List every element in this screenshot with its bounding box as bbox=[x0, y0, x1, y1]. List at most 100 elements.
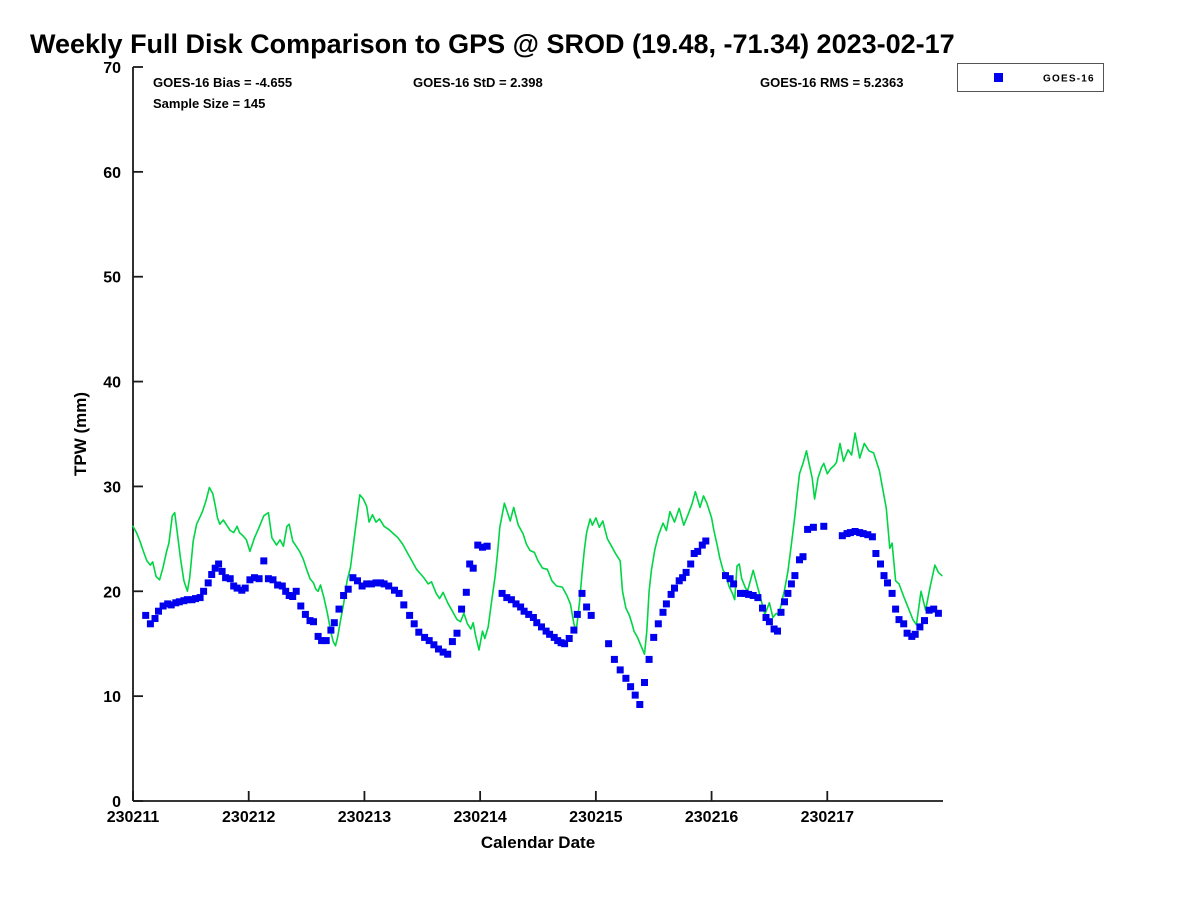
goes16-marker bbox=[916, 623, 924, 631]
x-tick-label-230213: 230213 bbox=[338, 809, 391, 826]
goes16-marker bbox=[645, 655, 653, 663]
goes16-marker bbox=[662, 600, 670, 608]
goes16-marker bbox=[730, 580, 738, 588]
goes16-marker bbox=[421, 633, 429, 641]
goes16-marker bbox=[274, 581, 282, 589]
x-tick-label-230216: 230216 bbox=[685, 809, 738, 826]
goes16-marker bbox=[631, 691, 639, 699]
x-axis-ticks: 230211 230212 230213 230214 230215 230216 2302… bbox=[107, 791, 854, 826]
goes16-marker bbox=[622, 674, 630, 682]
goes16-marker bbox=[884, 579, 891, 587]
goes16-marker bbox=[525, 610, 533, 618]
axes bbox=[132, 67, 943, 802]
goes16-marker bbox=[241, 584, 249, 592]
goes16-marker bbox=[349, 574, 357, 582]
goes16-marker bbox=[462, 588, 470, 596]
goes16-marker bbox=[895, 616, 903, 624]
goes16-marker bbox=[737, 589, 744, 597]
goes16-marker bbox=[142, 611, 150, 619]
goes16-marker bbox=[636, 701, 644, 708]
legend-box bbox=[957, 63, 1104, 92]
goes16-marker bbox=[903, 629, 911, 637]
stat-std: GOES-16 StD = 2.398 bbox=[413, 75, 543, 90]
goes16-marker bbox=[930, 605, 938, 613]
goes16-marker bbox=[192, 595, 199, 603]
goes16-marker bbox=[687, 560, 695, 568]
goes16-marker bbox=[430, 641, 438, 649]
goes16-marker bbox=[781, 598, 788, 606]
goes16-marker bbox=[583, 603, 591, 611]
x-tick-label-230211: 230211 bbox=[107, 809, 160, 826]
goes16-marker bbox=[809, 523, 817, 531]
goes16-marker bbox=[233, 584, 241, 592]
goes16-marker bbox=[458, 605, 466, 613]
goes16-marker bbox=[222, 574, 230, 582]
goes16-marker bbox=[453, 629, 461, 637]
goes16-marker bbox=[561, 640, 569, 648]
goes16-marker bbox=[759, 604, 766, 612]
goes16-marker bbox=[479, 543, 486, 551]
goes16-marker bbox=[444, 650, 452, 658]
goes16-marker bbox=[888, 589, 896, 597]
goes16-marker bbox=[754, 594, 762, 602]
gps-line-series bbox=[132, 432, 943, 656]
goes16-marker bbox=[391, 586, 398, 594]
goes16-marker bbox=[292, 587, 300, 595]
goes16-marker bbox=[215, 560, 223, 568]
goes16-marker bbox=[167, 601, 175, 609]
goes16-marker bbox=[804, 525, 812, 533]
goes16-marker bbox=[466, 560, 474, 568]
goes16-marker bbox=[289, 593, 297, 600]
legend-goes16-label: GOES-16 bbox=[1043, 74, 1095, 85]
goes16-marker bbox=[911, 630, 919, 638]
goes16-marker bbox=[573, 610, 581, 618]
goes16-marker bbox=[787, 580, 795, 588]
legend-goes16-marker-icon bbox=[994, 73, 1003, 82]
goes16-marker bbox=[641, 679, 648, 686]
goes16-marker bbox=[868, 533, 876, 541]
goes16-marker bbox=[155, 607, 162, 615]
goes16-marker bbox=[204, 579, 212, 587]
goes16-marker bbox=[208, 571, 216, 578]
goes16-marker bbox=[679, 574, 687, 582]
goes16-marker bbox=[367, 580, 375, 588]
goes16-marker bbox=[851, 528, 859, 535]
goes16-marker bbox=[483, 542, 491, 550]
goes16-marker bbox=[318, 637, 326, 645]
goes16-marker bbox=[925, 606, 933, 614]
goes16-marker bbox=[400, 601, 408, 609]
goes16-marker bbox=[269, 576, 277, 584]
goes16-marker bbox=[415, 628, 423, 636]
goes16-marker bbox=[650, 633, 658, 641]
goes16-marker bbox=[529, 614, 537, 621]
goes16-marker bbox=[784, 589, 792, 597]
goes16-marker bbox=[282, 587, 290, 595]
y-tick-label-30: 30 bbox=[103, 479, 121, 496]
goes16-marker bbox=[512, 600, 520, 608]
y-tick-label-60: 60 bbox=[103, 165, 121, 182]
goes16-marker bbox=[880, 572, 888, 580]
goes16-marker bbox=[159, 602, 167, 610]
legend: GOES-16 bbox=[957, 63, 1104, 92]
goes16-marker bbox=[702, 537, 710, 545]
goes16-marker bbox=[627, 683, 635, 691]
goes16-marker bbox=[765, 618, 773, 626]
x-axis-label: Calendar Date bbox=[481, 833, 595, 852]
goes16-marker bbox=[395, 589, 403, 597]
goes16-marker bbox=[877, 560, 884, 568]
y-tick-label-40: 40 bbox=[103, 375, 121, 392]
goes16-marker bbox=[439, 648, 447, 656]
goes16-marker bbox=[301, 610, 309, 618]
goes16-marker bbox=[616, 666, 624, 674]
goes16-marker bbox=[358, 582, 366, 590]
goes16-marker bbox=[921, 617, 928, 625]
y-tick-label-10: 10 bbox=[103, 689, 121, 706]
x-tick-label-230212: 230212 bbox=[222, 809, 275, 826]
goes16-marker bbox=[410, 620, 418, 628]
y-tick-label-50: 50 bbox=[103, 270, 121, 287]
y-tick-label-0: 0 bbox=[112, 794, 121, 811]
goes16-marker bbox=[380, 580, 388, 588]
stat-rms: GOES-16 RMS = 5.2363 bbox=[760, 75, 903, 90]
goes16-marker bbox=[777, 608, 785, 616]
